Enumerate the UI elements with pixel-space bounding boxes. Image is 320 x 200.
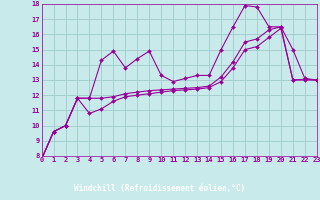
Text: Windchill (Refroidissement éolien,°C): Windchill (Refroidissement éolien,°C) bbox=[75, 184, 245, 193]
